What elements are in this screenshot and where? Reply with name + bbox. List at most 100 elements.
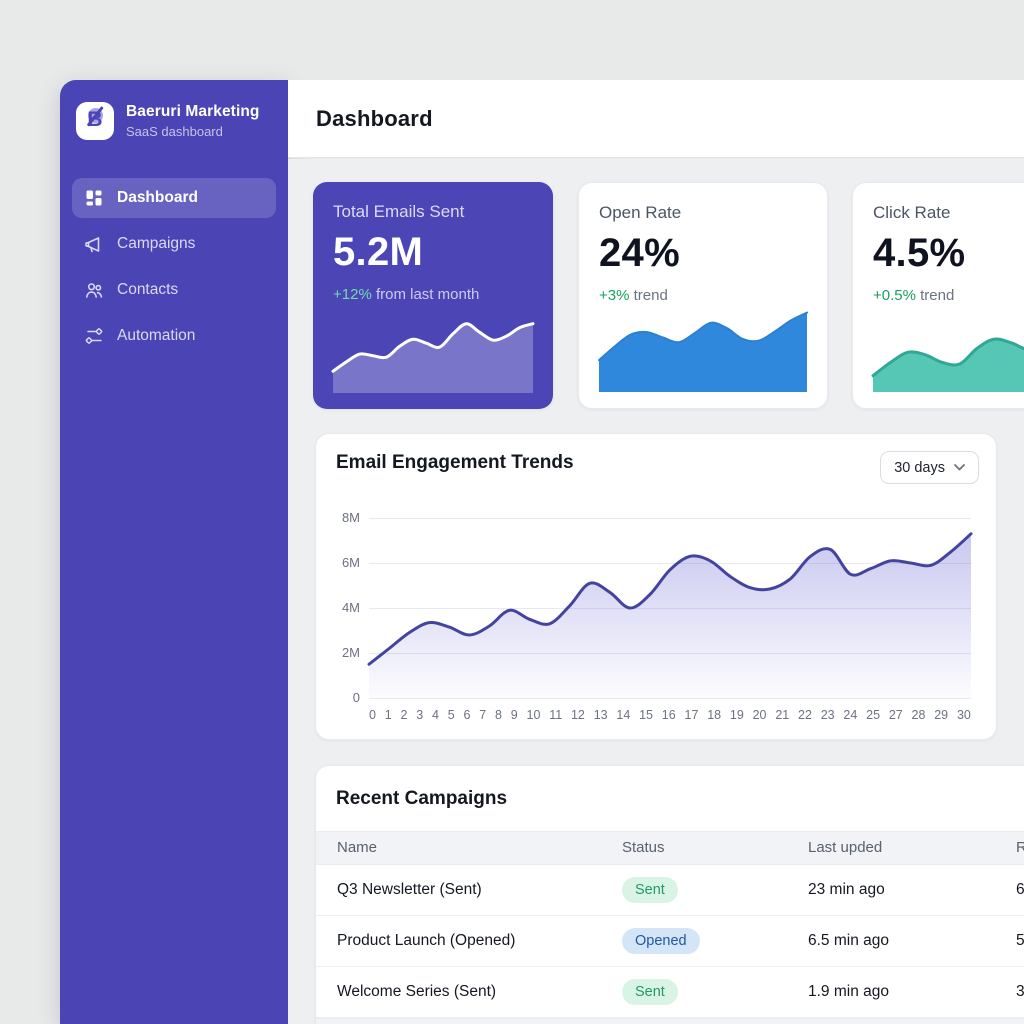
sidebar: B Baeruri Marketing SaaS dashboard Dashb… (60, 80, 288, 1024)
y-axis-label: 6M (341, 555, 360, 570)
x-axis-label: 10 (526, 708, 541, 722)
engagement-chart-card: Email Engagement Trends 30 days 8M 6M 4M 2M… (315, 433, 997, 740)
stat-trend: +12% from last month (333, 286, 480, 303)
x-axis-label: 25 (866, 708, 881, 722)
date-range-dropdown[interactable]: 30 days (880, 451, 979, 484)
stat-value: 5.2M (333, 230, 424, 274)
sidebar-item-campaigns[interactable]: Campaigns (72, 224, 276, 264)
x-axis-label: 9 (510, 708, 518, 722)
edge-value: 5 (1016, 932, 1024, 949)
table-header-row: Name Status Last upded R (316, 831, 1024, 865)
x-axis-label: 17 (684, 708, 699, 722)
x-axis-label: 8 (495, 708, 502, 722)
x-axis-label: 18 (707, 708, 722, 722)
stat-label: Open Rate (599, 203, 682, 222)
x-axis-label: 19 (729, 708, 744, 722)
sidebar-item-dashboard[interactable]: Dashboard (72, 178, 276, 218)
y-axis-label: 2M (341, 645, 360, 660)
grid-line (369, 518, 971, 519)
stat-trend: +0.5% trend (873, 287, 955, 304)
recent-campaigns-card: Recent Campaigns Name Status Last upded R Q… (315, 765, 1024, 1024)
status-badge: Sent (622, 979, 678, 1005)
brand-logo-icon: B (76, 102, 114, 140)
logo-letter: B (87, 108, 103, 131)
last-updated: 6.5 min ago (808, 932, 889, 949)
brand: B Baeruri Marketing SaaS dashboard (60, 80, 288, 140)
stat-label: Click Rate (873, 203, 951, 222)
stat-trend: +3% trend (599, 287, 668, 304)
x-axis-label: 20 (752, 708, 767, 722)
megaphone-icon (84, 234, 104, 254)
status-badge: Opened (622, 928, 700, 954)
brand-text: Baeruri Marketing SaaS dashboard (126, 103, 260, 139)
sidebar-item-contacts[interactable]: Contacts (72, 270, 276, 310)
grid-line (369, 563, 971, 564)
x-axis-label: 16 (661, 708, 676, 722)
status-cell: Opened (622, 916, 700, 966)
campaign-row[interactable]: Product Launch (Opened) Opened 6.5 min ago… (316, 916, 1024, 967)
x-axis-label: 5 (447, 708, 455, 722)
campaign-row[interactable]: Welcome Series (Sent) Sent 1.9 min ago 3 (316, 967, 1024, 1018)
stat-value: 4.5% (873, 231, 966, 275)
x-axis-label: 21 (775, 708, 790, 722)
page-title: Dashboard (316, 105, 433, 131)
stat-value: 24% (599, 231, 680, 275)
x-axis-label: 30 (956, 708, 971, 722)
engagement-chart: 8M 6M 4M 2M 0 (342, 510, 973, 705)
date-range-value: 30 days (894, 459, 945, 476)
column-header-name: Name (337, 839, 378, 856)
last-updated: 1.9 min ago (808, 983, 889, 1000)
y-axis-label: 4M (341, 600, 360, 615)
campaign-name: Welcome Series (Sent) (337, 983, 497, 1000)
x-axis-label: 4 (432, 708, 439, 722)
y-axis-label: 8M (341, 510, 360, 525)
x-axis-label: 24 (843, 708, 858, 722)
sidebar-item-automation[interactable]: Automation (72, 316, 276, 356)
status-cell: Sent (622, 865, 678, 915)
stat-card-click-rate: Click Rate 4.5% +0.5% trend (852, 182, 1024, 409)
x-axis-labels: 0 1 2 3 4 5 6 7 8 9 10 11 12 13 14 15 16 17 18 19 20 21 22 23 24… (369, 708, 971, 722)
x-axis-label: 2 (400, 708, 408, 722)
main-content: Total Emails Sent 5.2M +12% from last mont… (288, 159, 1024, 1024)
campaign-row[interactable]: Q3 Newsletter (Sent) Sent 23 min ago 6 (316, 865, 1024, 916)
table-title: Recent Campaigns (336, 788, 508, 809)
chevron-down-icon (954, 464, 965, 471)
grid-line (369, 698, 971, 699)
edge-value: 3 (1016, 983, 1024, 1000)
workflow-icon (84, 326, 104, 346)
column-header-r: R (1016, 832, 1024, 864)
sidebar-item-label: Automation (117, 327, 196, 344)
table-body: Q3 Newsletter (Sent) Sent 23 min ago 6 Produ… (316, 865, 1024, 1018)
status-cell: Sent (622, 967, 678, 1017)
x-axis-label: 28 (911, 708, 926, 722)
stat-label: Total Emails Sent (333, 202, 465, 221)
grid-icon (84, 188, 104, 208)
brand-subtitle: SaaS dashboard (126, 124, 223, 139)
x-axis-label: 7 (479, 708, 487, 722)
last-updated: 23 min ago (808, 881, 885, 898)
sidebar-item-label: Campaigns (117, 235, 196, 252)
sidebar-item-label: Dashboard (117, 189, 198, 206)
sidebar-nav: Dashboard Campaigns Contacts Automation (60, 178, 288, 356)
x-axis-label: 23 (820, 708, 835, 722)
x-axis-label: 11 (549, 708, 563, 722)
chart-title: Email Engagement Trends (336, 452, 574, 473)
campaign-name: Product Launch (Opened) (337, 932, 516, 949)
campaign-name: Q3 Newsletter (Sent) (337, 881, 482, 898)
status-badge: Sent (622, 877, 678, 903)
sparkline-chart (598, 308, 808, 392)
column-header-last-upded: Last upded (808, 839, 883, 856)
x-axis-label: 3 (416, 708, 424, 722)
x-axis-label: 27 (888, 708, 903, 722)
x-axis-label: 0 (369, 708, 376, 722)
sidebar-item-label: Contacts (117, 281, 179, 298)
y-axis-label: 0 (352, 690, 360, 705)
x-axis-label: 1 (384, 708, 392, 722)
brand-name: Baeruri Marketing (126, 103, 260, 120)
column-header-status: Status (622, 839, 665, 856)
sparkline-chart (871, 308, 1024, 392)
x-axis-label: 12 (570, 708, 585, 722)
stat-card-open-rate: Open Rate 24% +3% trend (578, 182, 828, 409)
x-axis-label: 6 (463, 708, 471, 722)
